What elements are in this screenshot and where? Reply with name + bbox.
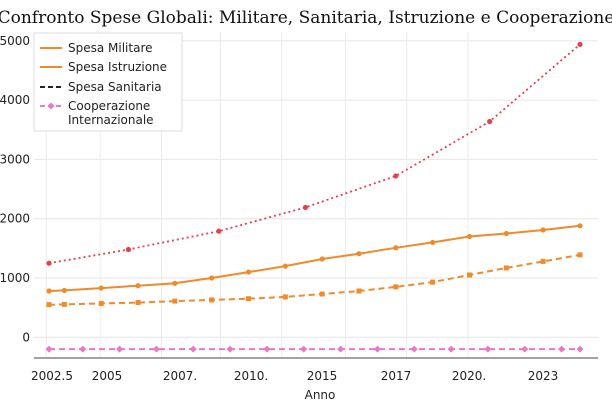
- data-point: [209, 275, 215, 281]
- data-point: [282, 294, 288, 300]
- data-point: [466, 233, 473, 240]
- data-point: [577, 223, 583, 229]
- data-point: [98, 285, 104, 291]
- data-point: [216, 228, 222, 234]
- x-tick-label: 2020.: [452, 369, 486, 383]
- y-tick-label: 0: [22, 330, 30, 344]
- data-point: [172, 298, 178, 304]
- data-point: [540, 227, 546, 233]
- legend-label: Spesa Sanitaria: [68, 80, 162, 94]
- series-line: [48, 224, 581, 292]
- data-point: [79, 345, 87, 353]
- data-point: [337, 345, 345, 353]
- data-point: [263, 345, 271, 353]
- data-point: [125, 246, 132, 253]
- data-point: [45, 345, 53, 353]
- series-group: [45, 41, 584, 353]
- data-point: [503, 265, 509, 271]
- x-tick-label: 2015: [307, 369, 338, 383]
- data-point: [226, 345, 234, 353]
- data-point: [577, 252, 583, 258]
- data-point: [319, 291, 325, 297]
- data-point: [410, 345, 418, 353]
- data-point: [393, 245, 399, 251]
- data-point: [135, 283, 141, 289]
- data-point: [467, 272, 473, 278]
- legend: Spesa Militare Spesa Istruzione Spesa Sani…: [33, 32, 183, 132]
- data-point: [393, 284, 399, 290]
- legend-box: [33, 32, 183, 132]
- legend-label-line2: Internazionale: [68, 113, 154, 127]
- data-point: [540, 258, 546, 264]
- data-point: [430, 239, 436, 246]
- y-tick-label: 2000: [0, 212, 30, 226]
- axes: 0 1000 2000 3000 4000 5000 2002.5 2005 2007. 2010…: [0, 34, 598, 383]
- x-tick-label: 2005: [92, 369, 123, 383]
- y-tick-label: 4000: [0, 93, 30, 107]
- data-point: [98, 300, 104, 306]
- x-tick-label: 2017: [381, 369, 412, 383]
- data-point: [484, 345, 492, 353]
- data-point: [209, 297, 215, 303]
- data-point: [172, 280, 178, 286]
- data-point: [246, 296, 252, 302]
- data-point: [46, 260, 52, 266]
- data-point: [46, 288, 52, 294]
- data-point: [577, 41, 583, 48]
- y-tick-label: 5000: [0, 34, 30, 48]
- data-point: [135, 300, 141, 306]
- series-cooperazione-internazionale: [45, 345, 584, 353]
- data-point: [393, 173, 399, 179]
- data-point: [152, 345, 160, 353]
- data-point: [447, 345, 455, 353]
- series-spesa-istruzione: [46, 223, 583, 294]
- data-point: [373, 345, 381, 353]
- y-tick-label: 3000: [0, 152, 30, 166]
- data-point: [558, 345, 566, 353]
- data-point: [503, 230, 509, 237]
- data-point: [302, 204, 309, 211]
- x-tick-label: 2023: [528, 369, 559, 383]
- data-point: [430, 279, 436, 285]
- data-point: [487, 118, 493, 125]
- data-point: [282, 263, 288, 269]
- series-spesa-sanitaria: [46, 252, 583, 308]
- data-point: [356, 288, 362, 294]
- data-point: [189, 345, 197, 353]
- data-point: [300, 345, 308, 353]
- x-tick-label: 2007.: [163, 369, 197, 383]
- data-point: [356, 251, 362, 257]
- data-point: [116, 345, 124, 353]
- x-axis-label: Anno: [305, 388, 336, 402]
- series-spesa-militare: [46, 41, 583, 266]
- x-tick-label: 2010.: [234, 369, 268, 383]
- legend-label: Cooperazione: [68, 99, 150, 113]
- data-point: [245, 269, 252, 275]
- data-point: [521, 345, 529, 353]
- series-line: [48, 253, 581, 306]
- data-point: [576, 345, 584, 353]
- x-tick-label: 2002.5: [31, 369, 73, 383]
- legend-marker: [47, 102, 55, 110]
- legend-label: Spesa Militare: [68, 41, 153, 55]
- chart-title: Confronto Spese Globali: Militare, Sanit…: [0, 8, 612, 28]
- data-point: [46, 302, 52, 308]
- legend-label: Spesa Istruzione: [68, 60, 167, 74]
- data-point: [319, 256, 325, 262]
- data-point: [61, 287, 67, 294]
- y-tick-label: 1000: [0, 271, 30, 285]
- data-point: [61, 301, 67, 307]
